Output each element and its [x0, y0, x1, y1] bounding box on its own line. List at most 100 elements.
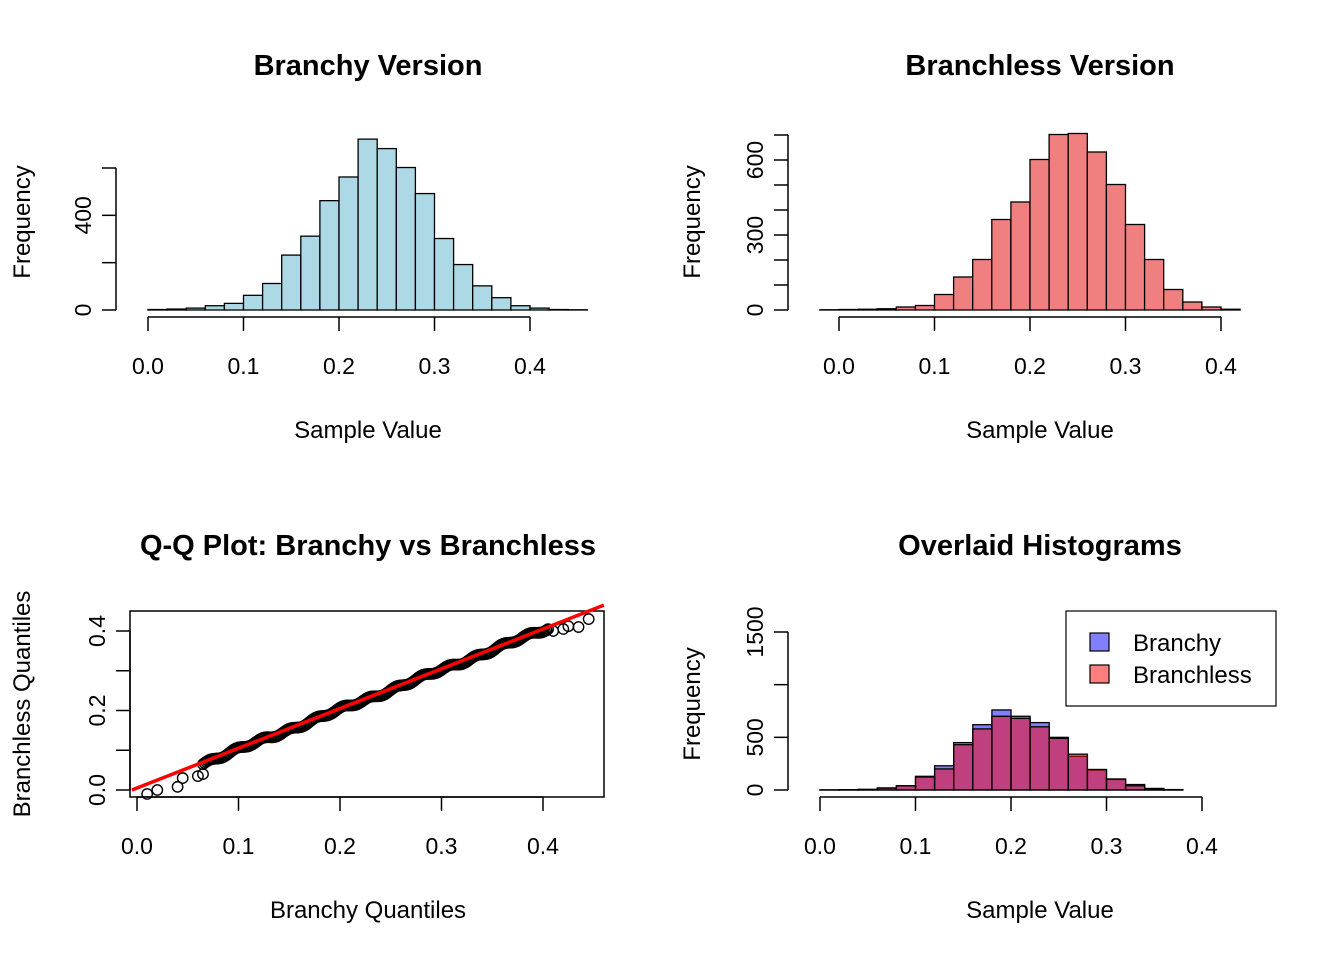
histogram-bar	[933, 293, 955, 311]
y-tick-label: 0.4	[84, 615, 110, 647]
x-tick-label: 0.0	[804, 833, 836, 859]
histogram-bar	[1048, 737, 1069, 791]
histogram-bar	[433, 237, 455, 311]
histogram-bar	[261, 282, 283, 311]
histogram-bar	[166, 308, 187, 311]
histogram-bar	[933, 768, 955, 791]
histogram-bar	[1029, 158, 1050, 311]
chart-title: Q-Q Plot: Branchy vs Branchless	[140, 530, 596, 562]
histogram-bar	[838, 308, 859, 311]
histogram-bar	[952, 276, 974, 311]
legend: Branchy Branchless	[1065, 610, 1277, 707]
panel-branchy: Branchy Version 0.0 0.1 0.2 0.3 0.4 0 400 Sam…	[9, 50, 588, 444]
histogram-bar	[242, 294, 264, 311]
x-tick-label: 0.1	[228, 353, 260, 379]
y-tick-label: 400	[70, 196, 96, 234]
histogram-bar	[281, 254, 302, 311]
bars-overlay	[819, 709, 1184, 791]
histogram-bar	[972, 728, 993, 791]
histogram-bar	[223, 302, 245, 311]
x-axis: 0.0 0.1 0.2 0.3 0.4	[823, 316, 1237, 379]
histogram-bar	[914, 775, 936, 791]
y-axis-label: Frequency	[679, 647, 706, 760]
x-tick-label: 0.0	[132, 353, 164, 379]
histogram-bar	[895, 306, 917, 311]
qq-point	[141, 788, 154, 800]
histogram-bar	[204, 305, 226, 311]
histogram-bar	[895, 785, 917, 791]
x-tick-label: 0.2	[323, 353, 355, 379]
y-tick-label: 0	[742, 304, 768, 317]
panel-overlay: Overlaid Histograms 0.0 0.1 0.2 0.3 0.4 0 500…	[679, 530, 1277, 924]
histogram-bar	[953, 744, 974, 791]
x-tick-label: 0.3	[1110, 353, 1142, 379]
y-tick-label: 1500	[742, 606, 768, 657]
histogram-bar	[395, 166, 417, 311]
y-tick-label: 0	[70, 304, 96, 317]
y-tick-label: 300	[742, 216, 768, 254]
histogram-bar	[1086, 768, 1108, 791]
histogram-bar	[376, 147, 397, 311]
qq-point	[151, 784, 164, 796]
y-tick-label: 600	[742, 141, 768, 179]
qq-point	[197, 768, 209, 780]
y-axis: 0 300 600	[742, 134, 789, 317]
x-axis-label: Branchy Quantiles	[270, 897, 466, 924]
histogram-bar	[876, 787, 898, 791]
legend-swatch-branchy	[1089, 632, 1110, 652]
x-axis-label: Sample Value	[294, 417, 442, 444]
histogram-bar	[1124, 785, 1146, 791]
x-tick-label: 0.3	[426, 833, 458, 859]
histogram-bar	[1220, 308, 1241, 311]
qq-point	[176, 772, 189, 784]
histogram-bar	[857, 788, 878, 791]
histogram-bar	[1086, 151, 1108, 311]
legend-box	[1065, 610, 1277, 707]
histogram-bar	[1144, 788, 1165, 791]
y-axis: 0 500 1500	[742, 606, 789, 797]
bars-branchless	[819, 132, 1241, 311]
x-tick-label: 0.4	[527, 833, 559, 859]
histogram-bar	[876, 308, 897, 311]
histogram-bar	[319, 200, 340, 311]
histogram-bar	[529, 307, 550, 311]
y-tick-label: 0	[742, 784, 768, 797]
histogram-bar	[1029, 726, 1050, 791]
histogram-bar	[1048, 133, 1069, 311]
legend-swatch-branchless	[1089, 664, 1110, 684]
x-tick-label: 0.2	[995, 833, 1027, 859]
y-tick-label: 0.0	[84, 774, 110, 806]
histogram-bar	[452, 263, 474, 311]
histogram-bar	[1143, 258, 1165, 311]
legend-label-branchy: Branchy	[1133, 630, 1221, 657]
histogram-bar	[1124, 223, 1146, 311]
histogram-bar	[185, 307, 206, 311]
x-tick-label: 0.4	[514, 353, 546, 379]
histogram-bar	[357, 138, 378, 311]
chart-title: Branchy Version	[254, 50, 483, 82]
x-tick-label: 0.2	[324, 833, 356, 859]
qq-reference-line	[131, 603, 605, 792]
histogram-bar	[472, 285, 493, 311]
qq-point	[572, 621, 585, 633]
histogram-bar	[1067, 753, 1089, 791]
qq-point	[191, 770, 204, 782]
x-tick-label: 0.3	[1091, 833, 1123, 859]
histogram-bar	[1201, 306, 1222, 311]
qq-reference-line-path	[131, 603, 605, 792]
y-axis: 0.0 0.2 0.4	[84, 615, 131, 806]
y-tick-label: 0.2	[84, 695, 110, 727]
chart-title: Overlaid Histograms	[898, 530, 1182, 562]
histogram-bar	[491, 297, 512, 311]
x-axis-label: Sample Value	[966, 417, 1114, 444]
bars-branchy	[147, 138, 588, 311]
histogram-bar	[1182, 301, 1203, 311]
x-tick-label: 0.0	[823, 353, 855, 379]
x-axis: 0.0 0.1 0.2 0.3 0.4	[804, 796, 1218, 859]
x-tick-label: 0.4	[1186, 833, 1218, 859]
histogram-bar	[991, 715, 1012, 791]
x-tick-label: 0.1	[900, 833, 932, 859]
qq-point	[171, 780, 184, 793]
x-tick-label: 0.3	[419, 353, 451, 379]
